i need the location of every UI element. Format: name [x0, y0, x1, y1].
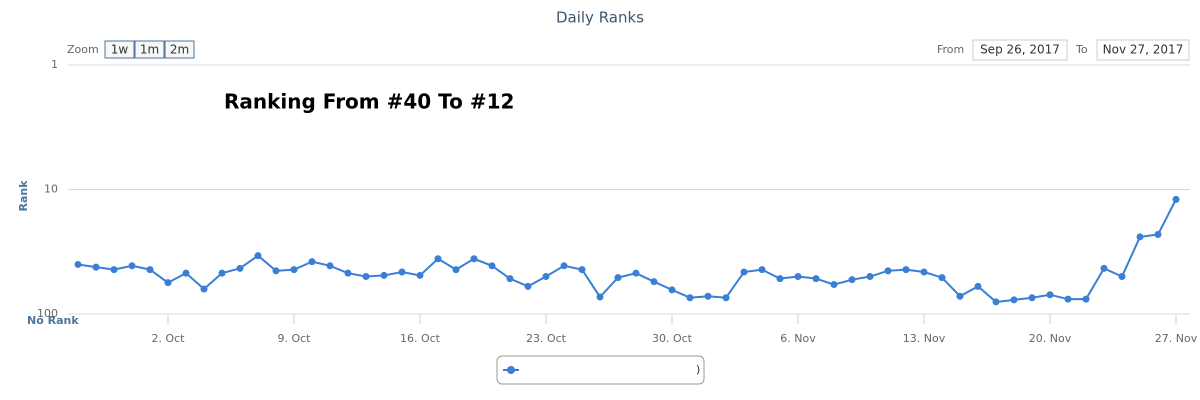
point — [308, 258, 316, 266]
legend-text: ) — [696, 363, 700, 376]
zoom-label: Zoom — [67, 43, 99, 56]
from-label: From — [937, 43, 964, 56]
point — [434, 255, 442, 263]
legend-symbol[interactable] — [507, 366, 515, 374]
point — [830, 281, 838, 289]
point — [200, 285, 208, 293]
point — [1046, 291, 1054, 299]
point — [668, 286, 676, 294]
x-tick-label: 9. Oct — [277, 332, 311, 345]
point — [470, 255, 478, 263]
point — [128, 262, 136, 270]
point — [848, 276, 856, 284]
point — [632, 269, 640, 277]
point — [974, 282, 982, 290]
zoom-button[interactable] — [134, 40, 165, 59]
point — [560, 262, 568, 270]
point — [326, 262, 334, 270]
x-tick-label: 27. Nov — [1155, 332, 1198, 345]
point — [110, 266, 118, 274]
point — [884, 267, 892, 275]
series-line — [77, 198, 1177, 303]
point — [254, 252, 262, 260]
point — [272, 267, 280, 275]
y-axis-title: Rank — [17, 180, 30, 212]
zoom-button-label[interactable]: 2m — [170, 43, 189, 57]
point — [74, 260, 82, 268]
point — [1100, 264, 1108, 272]
point — [1172, 195, 1180, 203]
point — [218, 269, 226, 277]
from-date[interactable]: Sep 26, 2017 — [980, 43, 1060, 57]
zoom-button-label[interactable]: 1w — [111, 43, 129, 57]
y-tick-label: 10 — [44, 183, 58, 196]
point — [1154, 231, 1162, 239]
point — [524, 282, 532, 290]
point — [344, 269, 352, 277]
point — [740, 268, 748, 276]
point — [722, 294, 730, 302]
legend-box — [496, 355, 705, 385]
point — [794, 273, 802, 281]
point — [902, 266, 910, 274]
to-input[interactable] — [1096, 39, 1190, 61]
point — [146, 266, 154, 274]
point — [956, 292, 964, 300]
point — [182, 269, 190, 277]
point — [542, 273, 550, 281]
point — [758, 266, 766, 274]
point — [812, 275, 820, 283]
zoom-button[interactable] — [104, 40, 135, 59]
chart-title: Daily Ranks — [556, 9, 644, 27]
point — [362, 273, 370, 281]
point — [398, 268, 406, 276]
point — [596, 293, 604, 301]
point — [614, 274, 622, 282]
x-tick-label: 6. Nov — [780, 332, 816, 345]
point — [1082, 295, 1090, 303]
x-tick-label: 20. Nov — [1029, 332, 1072, 345]
point — [1136, 233, 1144, 241]
no-rank-label: No Rank — [27, 314, 79, 327]
point — [488, 262, 496, 270]
x-tick-label: 23. Oct — [526, 332, 567, 345]
point — [650, 278, 658, 286]
point — [578, 266, 586, 274]
y-tick-label: 100 — [37, 307, 58, 320]
point — [236, 264, 244, 272]
point — [290, 266, 298, 274]
to-date[interactable]: Nov 27, 2017 — [1103, 43, 1184, 57]
x-tick-label: 13. Nov — [903, 332, 946, 345]
zoom-button[interactable] — [164, 40, 195, 59]
point — [776, 275, 784, 283]
annotation: Ranking From #40 To #12 — [224, 90, 514, 114]
point — [992, 298, 1000, 306]
x-tick-label: 30. Oct — [652, 332, 693, 345]
y-tick-label: 1 — [51, 58, 58, 71]
point — [1064, 295, 1072, 303]
point — [920, 268, 928, 276]
from-input[interactable] — [972, 39, 1068, 61]
point — [416, 271, 424, 279]
point — [1028, 294, 1036, 302]
point — [686, 294, 694, 302]
point — [866, 273, 874, 281]
x-tick-label: 16. Oct — [400, 332, 441, 345]
point — [164, 279, 172, 287]
point — [506, 275, 514, 283]
point — [452, 266, 460, 274]
x-tick-label: 2. Oct — [151, 332, 185, 345]
point — [380, 271, 388, 279]
point — [704, 292, 712, 300]
point — [938, 274, 946, 282]
point — [1010, 296, 1018, 304]
point — [1118, 273, 1126, 281]
point — [92, 263, 100, 271]
to-label: To — [1075, 43, 1088, 56]
zoom-button-label[interactable]: 1m — [140, 43, 159, 57]
